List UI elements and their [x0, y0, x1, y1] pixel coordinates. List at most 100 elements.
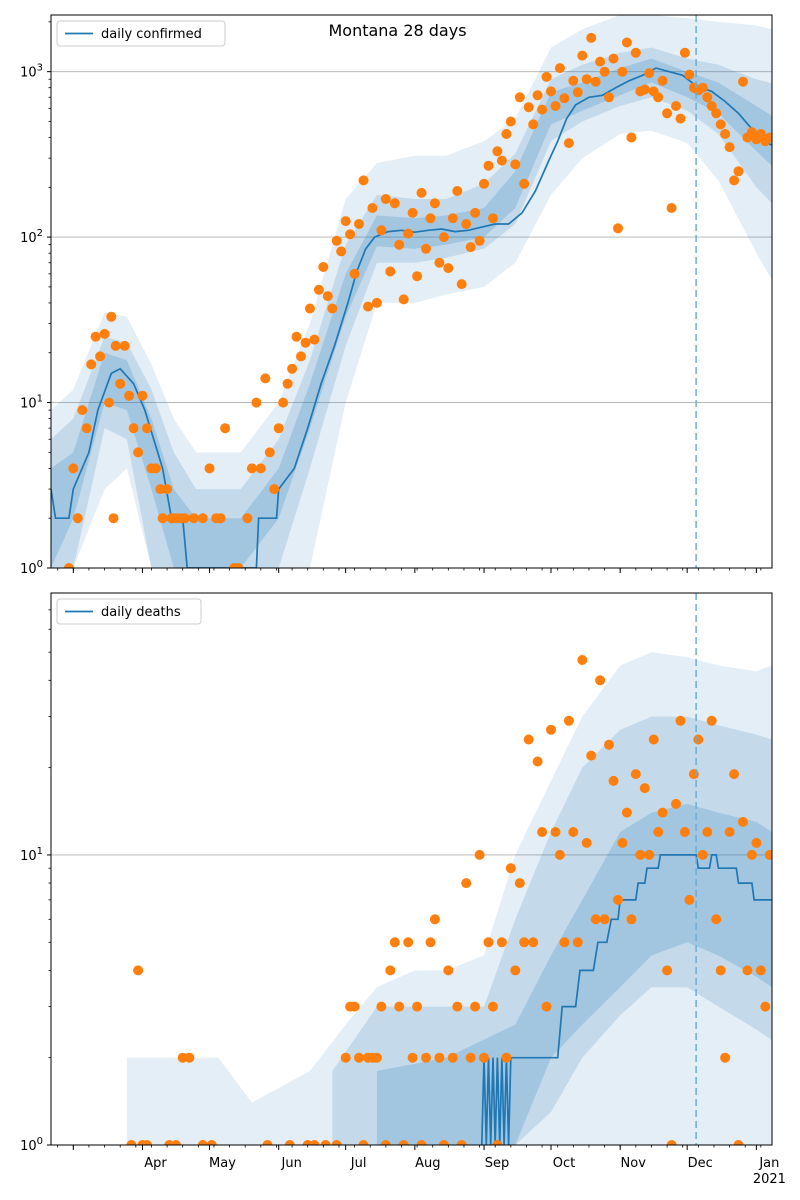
- data-point: [492, 146, 503, 157]
- x-tick-label: Nov: [621, 1156, 647, 1171]
- data-point: [443, 965, 454, 976]
- data-point: [376, 225, 387, 236]
- data-point: [363, 301, 373, 312]
- x-tick-label: Apr: [144, 1156, 167, 1171]
- data-point: [197, 513, 208, 524]
- data-point: [204, 463, 215, 474]
- data-point: [595, 56, 606, 67]
- data-point: [496, 937, 507, 948]
- data-point: [510, 159, 521, 170]
- data-point: [697, 82, 708, 93]
- data-point: [465, 1052, 476, 1063]
- data-point: [626, 132, 637, 143]
- data-point: [246, 463, 257, 474]
- y-tick-label: 103: [20, 63, 43, 81]
- data-point: [95, 351, 106, 362]
- data-point: [336, 246, 347, 257]
- data-point: [412, 271, 423, 282]
- data-point: [358, 1140, 369, 1145]
- data-point: [657, 807, 668, 818]
- legend-box: [56, 20, 226, 47]
- data-point: [72, 513, 83, 524]
- data-point: [729, 175, 740, 186]
- data-point: [367, 203, 378, 213]
- data-point: [157, 513, 168, 524]
- y-tick-label: 100: [20, 559, 43, 577]
- data-point: [461, 878, 472, 889]
- data-point: [613, 894, 623, 905]
- data-point: [398, 1140, 409, 1145]
- data-point: [296, 351, 306, 362]
- data-point: [568, 827, 579, 837]
- data-point: [738, 76, 748, 87]
- data-point: [282, 378, 293, 389]
- data-point: [434, 257, 445, 268]
- data-point: [407, 1052, 418, 1063]
- data-point: [470, 1001, 481, 1012]
- data-point: [483, 160, 494, 171]
- data-point: [483, 937, 494, 948]
- data-point: [416, 187, 427, 198]
- data-point: [104, 397, 114, 408]
- data-point: [657, 75, 668, 86]
- data-point: [702, 827, 713, 837]
- y-tick-label: 102: [20, 228, 43, 246]
- data-point: [452, 1001, 463, 1012]
- data-point: [260, 373, 271, 384]
- data-point: [688, 769, 699, 780]
- data-point: [711, 914, 722, 925]
- data-point: [541, 1001, 552, 1012]
- data-point: [505, 863, 516, 874]
- confirmed-panel: 100 101 102 103 Montana 28 days daily confirm…: [20, 14, 773, 577]
- data-point: [679, 827, 690, 837]
- data-point: [425, 937, 436, 948]
- data-point: [554, 63, 565, 74]
- data-point: [242, 513, 253, 524]
- data-point: [389, 198, 400, 209]
- data-point: [162, 484, 173, 495]
- data-point: [313, 284, 324, 295]
- data-point: [99, 328, 110, 339]
- data-point: [115, 378, 126, 389]
- x-tick-sublabel: 2021: [753, 1172, 786, 1187]
- data-point: [389, 937, 400, 948]
- data-point: [438, 1140, 449, 1145]
- data-point: [510, 965, 521, 976]
- data-point: [278, 397, 289, 408]
- data-point: [617, 837, 628, 848]
- data-point: [416, 1140, 427, 1145]
- data-point: [184, 1052, 195, 1063]
- data-point: [77, 405, 88, 416]
- data-point: [586, 32, 597, 43]
- data-point: [679, 47, 690, 58]
- data-point: [456, 1140, 467, 1145]
- data-point: [572, 87, 583, 98]
- data-point: [206, 1140, 217, 1145]
- data-point: [371, 1052, 382, 1063]
- data-point: [106, 311, 117, 322]
- data-point: [537, 827, 548, 837]
- data-point: [331, 1140, 342, 1145]
- data-point: [720, 1052, 731, 1063]
- data-point: [604, 92, 614, 103]
- data-point: [666, 203, 677, 213]
- data-point: [479, 1052, 489, 1063]
- data-point: [354, 219, 364, 229]
- data-point: [764, 132, 772, 143]
- data-point: [675, 715, 686, 726]
- data-point: [264, 447, 275, 458]
- data-point: [523, 734, 534, 745]
- data-point: [639, 783, 650, 794]
- x-tick-label: May: [209, 1156, 236, 1171]
- data-point: [110, 340, 121, 351]
- y-tick-label: 100: [20, 1136, 43, 1154]
- data-point: [108, 513, 119, 524]
- x-tick-label: Jun: [281, 1156, 302, 1171]
- data-point: [550, 827, 561, 837]
- data-point: [90, 331, 101, 342]
- data-point: [742, 965, 753, 976]
- data-point: [720, 129, 731, 139]
- data-point: [340, 1052, 351, 1063]
- data-point: [291, 331, 302, 342]
